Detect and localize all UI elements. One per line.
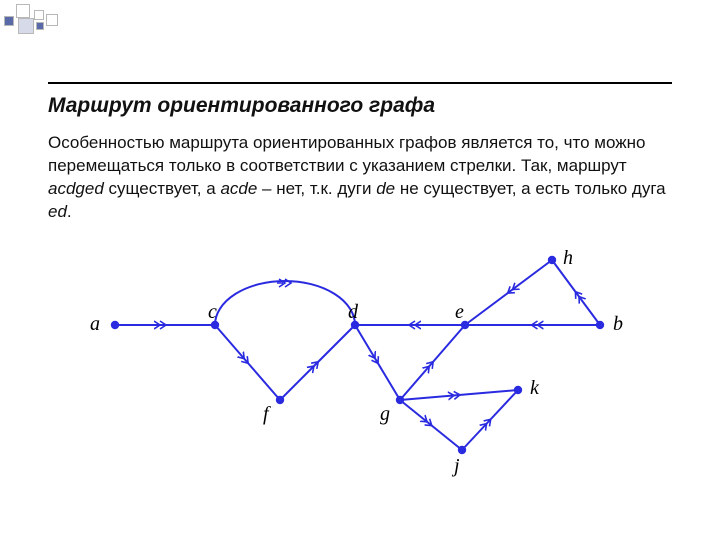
graph-diagram: acdebhfgkj: [80, 255, 640, 485]
text-run: не существует, а есть только дуга: [395, 179, 666, 198]
node-label-k: k: [530, 377, 539, 400]
text-run: Особенностью маршрута ориентированных гр…: [48, 133, 645, 175]
text-run: .: [67, 202, 72, 221]
node-label-g: g: [380, 403, 390, 426]
slide-paragraph: Особенностью маршрута ориентированных гр…: [48, 132, 672, 224]
node-label-h: h: [563, 247, 573, 270]
node-label-f: f: [263, 403, 269, 426]
node-label-c: c: [208, 301, 217, 324]
graph-svg: [80, 255, 640, 485]
route-2: acde: [220, 179, 257, 198]
top-rule: [48, 82, 672, 84]
node-label-a: a: [90, 313, 100, 336]
text-run: существует, а: [104, 179, 221, 198]
node-label-e: e: [455, 301, 464, 324]
node-label-d: d: [348, 301, 358, 324]
text-run: – нет, т.к. дуги: [257, 179, 376, 198]
arc-2: ed: [48, 202, 67, 221]
node-label-j: j: [454, 455, 460, 478]
corner-decoration: [4, 4, 76, 36]
route-1: acdged: [48, 179, 104, 198]
slide-content: Маршрут ориентированного графа Особеннос…: [0, 0, 720, 224]
arc-1: de: [376, 179, 395, 198]
node-label-b: b: [613, 313, 623, 336]
slide-title: Маршрут ориентированного графа: [48, 94, 672, 118]
